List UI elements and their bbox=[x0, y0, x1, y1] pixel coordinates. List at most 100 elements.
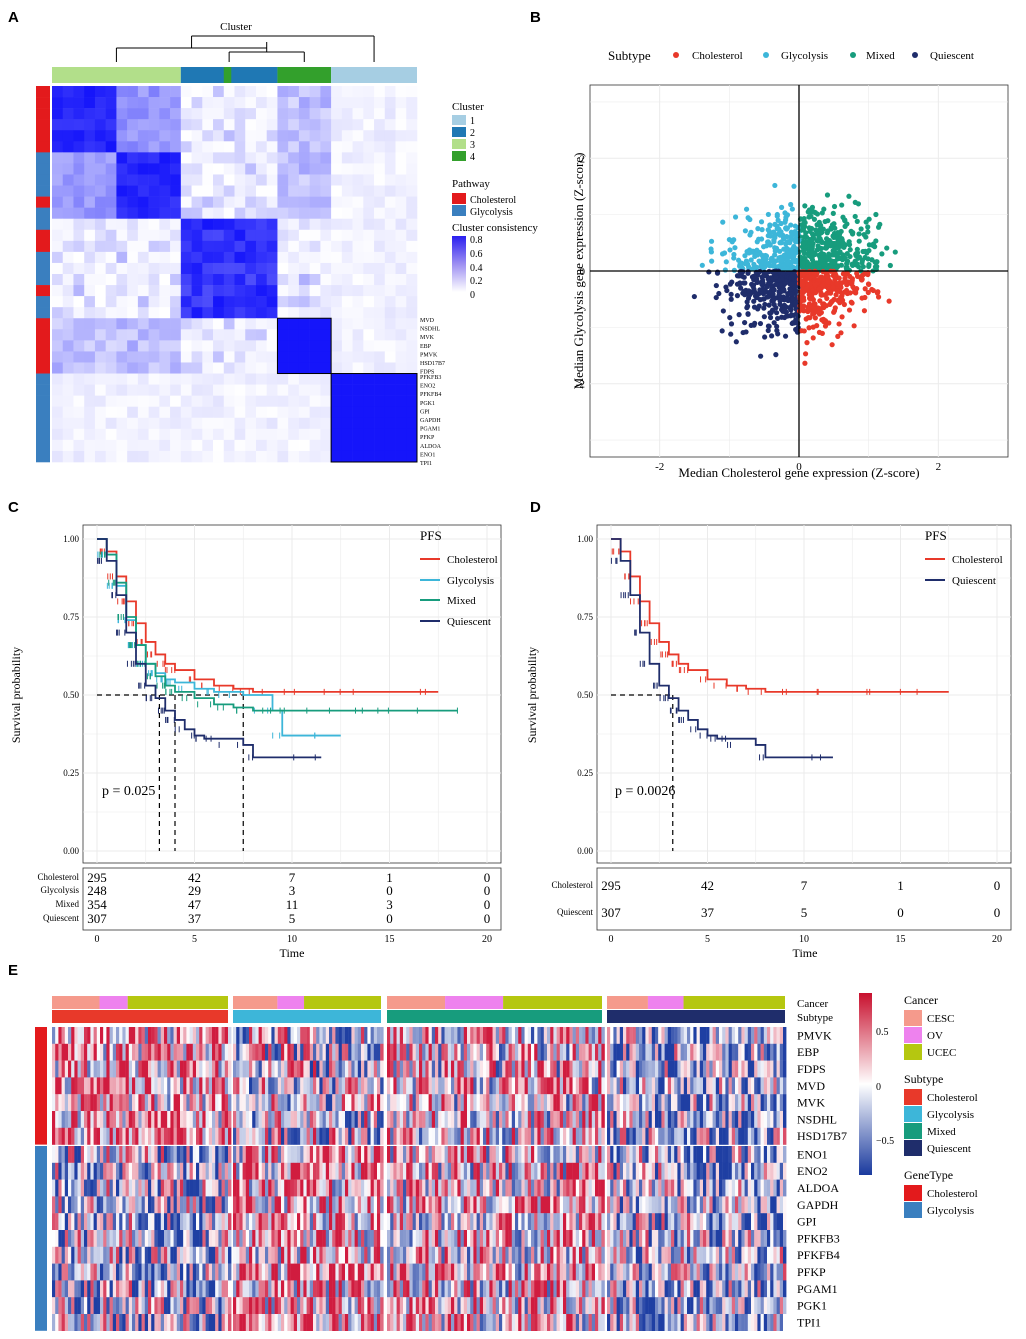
expression-cell bbox=[479, 1094, 484, 1112]
consensus-cell bbox=[202, 240, 214, 253]
consensus-cell bbox=[331, 439, 343, 452]
legend-cluster-2: 2 bbox=[470, 128, 475, 139]
expression-cell bbox=[300, 1094, 304, 1112]
expression-cell bbox=[629, 1127, 633, 1145]
expression-cell bbox=[674, 1027, 678, 1044]
consensus-cell bbox=[384, 218, 396, 231]
expression-cell bbox=[540, 1060, 544, 1078]
expression-cell bbox=[483, 1043, 487, 1061]
pathway-annotation-cell bbox=[36, 196, 50, 208]
scatter-point-mixed bbox=[802, 203, 808, 209]
expression-cell bbox=[186, 1162, 190, 1180]
consensus-cell bbox=[374, 163, 386, 175]
expression-cell bbox=[236, 1146, 240, 1163]
consensus-cell bbox=[223, 185, 235, 197]
consensus-cell bbox=[255, 285, 268, 297]
consensus-cell bbox=[298, 362, 310, 374]
consensus-cell bbox=[127, 362, 139, 374]
expression-cell bbox=[319, 1111, 323, 1128]
expression-cell bbox=[607, 1094, 611, 1112]
pathway-annotation-bar bbox=[36, 86, 50, 463]
expression-cell bbox=[642, 1043, 646, 1061]
panel-a-title: Cluster bbox=[220, 21, 252, 33]
expression-cell bbox=[731, 1127, 736, 1145]
expression-cell bbox=[725, 1162, 729, 1180]
expression-cell bbox=[639, 1127, 643, 1145]
consensus-cell bbox=[255, 86, 268, 98]
consensus-cell bbox=[148, 318, 160, 330]
expression-cell bbox=[534, 1094, 538, 1112]
consensus-cell bbox=[245, 417, 257, 430]
expression-cell bbox=[595, 1060, 599, 1078]
expression-cell bbox=[629, 1162, 633, 1180]
consensus-cell bbox=[137, 406, 149, 419]
consensus-cell bbox=[341, 362, 353, 374]
consensus-cell bbox=[406, 207, 418, 220]
risk-value: 47 bbox=[188, 897, 202, 912]
expression-cell bbox=[377, 1043, 381, 1061]
expression-cell bbox=[483, 1060, 487, 1078]
expression-cell bbox=[303, 1027, 307, 1044]
consensus-cell bbox=[94, 196, 106, 208]
scatter-point-mixed bbox=[847, 247, 853, 253]
expression-cell bbox=[215, 1111, 219, 1128]
expression-cell bbox=[706, 1146, 710, 1163]
expression-cell bbox=[192, 1146, 197, 1163]
expression-cell bbox=[591, 1146, 596, 1163]
expression-cell bbox=[703, 1162, 707, 1180]
expression-cell bbox=[329, 1077, 333, 1095]
expression-cell bbox=[483, 1027, 487, 1044]
expression-cell bbox=[245, 1077, 250, 1095]
expression-cell bbox=[738, 1060, 742, 1078]
consensus-cell bbox=[266, 262, 278, 275]
scatter-point-cholesterol bbox=[824, 295, 830, 302]
consensus-cell bbox=[191, 174, 203, 186]
consensus-cell bbox=[395, 384, 407, 396]
consensus-cell bbox=[384, 130, 396, 142]
expression-cell bbox=[553, 1027, 557, 1044]
expression-cell bbox=[144, 1043, 149, 1061]
expression-cell bbox=[559, 1162, 564, 1180]
consensus-cell bbox=[180, 207, 192, 220]
expression-cell bbox=[119, 1027, 123, 1044]
expression-cell bbox=[406, 1094, 410, 1112]
expression-cell bbox=[300, 1111, 304, 1128]
consensus-cell bbox=[395, 406, 407, 419]
expression-cell bbox=[623, 1146, 627, 1163]
consensus-cell bbox=[148, 417, 160, 430]
scatter-point-quiescent bbox=[727, 314, 733, 321]
expression-cell bbox=[632, 1162, 636, 1180]
consensus-cell bbox=[73, 207, 85, 220]
consensus-cell bbox=[148, 108, 160, 120]
expression-cell bbox=[645, 1162, 649, 1180]
scatter-point-cholesterol bbox=[834, 288, 840, 294]
expression-cell bbox=[215, 1127, 219, 1145]
consensus-cell bbox=[73, 174, 85, 186]
scatter-point-quiescent bbox=[691, 293, 697, 300]
risk-value: 307 bbox=[87, 911, 107, 926]
consensus-cell bbox=[288, 329, 300, 341]
expression-cell bbox=[460, 1027, 464, 1044]
consensus-cell bbox=[94, 207, 106, 220]
expression-cell bbox=[199, 1162, 203, 1180]
expression-cell bbox=[322, 1027, 326, 1044]
consensus-cell bbox=[116, 362, 128, 374]
consensus-cell bbox=[148, 185, 160, 197]
consensus-cell bbox=[191, 196, 203, 208]
expression-cell bbox=[595, 1027, 599, 1044]
expression-cell bbox=[399, 1077, 404, 1095]
consensus-cell bbox=[94, 439, 106, 452]
consensus-cell bbox=[127, 97, 139, 109]
consensus-cell bbox=[277, 174, 289, 186]
expression-cell bbox=[642, 1146, 646, 1163]
expression-cell bbox=[648, 1060, 652, 1078]
expression-cell bbox=[103, 1060, 107, 1078]
consensus-cell bbox=[406, 285, 418, 297]
expression-cell bbox=[655, 1060, 659, 1078]
expression-cell bbox=[151, 1027, 155, 1044]
scatter-point-cholesterol bbox=[836, 321, 842, 327]
expression-cell bbox=[531, 1111, 535, 1128]
consensus-cell bbox=[127, 351, 139, 363]
consensus-cell bbox=[223, 362, 235, 374]
consensus-cell bbox=[277, 207, 289, 220]
